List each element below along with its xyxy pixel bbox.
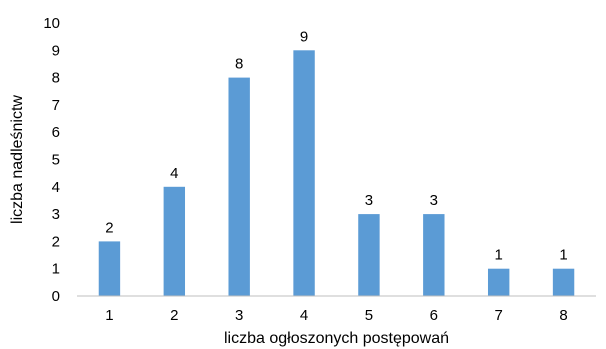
x-tick-label: 2 bbox=[170, 307, 178, 324]
bar-value-label: 2 bbox=[105, 219, 113, 236]
y-tick-label: 1 bbox=[52, 261, 60, 278]
y-tick-label: 2 bbox=[52, 233, 60, 250]
y-tick-label: 10 bbox=[43, 15, 60, 32]
x-axis-ticks: 1 2 3 4 5 6 7 8 bbox=[105, 307, 567, 324]
y-tick-label: 9 bbox=[52, 42, 60, 59]
bar-value-label: 1 bbox=[495, 247, 503, 264]
y-tick-label: 7 bbox=[52, 97, 60, 114]
y-tick-label: 4 bbox=[52, 179, 60, 196]
y-tick-label: 6 bbox=[52, 124, 60, 141]
bar-value-label: 9 bbox=[300, 28, 308, 45]
y-tick-label: 0 bbox=[52, 288, 60, 305]
y-tick-label: 8 bbox=[52, 70, 60, 87]
bar-value-label: 3 bbox=[365, 192, 373, 209]
y-axis-ticks: 0 1 2 3 4 5 6 7 8 9 10 bbox=[43, 15, 60, 305]
bar bbox=[163, 186, 186, 296]
bar-value-label: 8 bbox=[235, 56, 243, 73]
x-tick-label: 7 bbox=[495, 307, 503, 324]
bar bbox=[552, 268, 575, 296]
bar-value-label: 3 bbox=[430, 192, 438, 209]
y-axis-title: liczba nadleśnictw bbox=[9, 95, 26, 224]
x-axis-title: liczba ogłoszonych postępowań bbox=[224, 330, 449, 347]
bar bbox=[358, 214, 380, 296]
bars bbox=[98, 50, 575, 296]
x-tick-label: 4 bbox=[300, 307, 308, 324]
y-tick-label: 3 bbox=[52, 206, 60, 223]
bar-value-label: 4 bbox=[170, 165, 178, 182]
x-tick-label: 3 bbox=[235, 307, 243, 324]
bar-value-label: 1 bbox=[559, 247, 567, 264]
x-tick-label: 8 bbox=[559, 307, 567, 324]
bar bbox=[293, 50, 315, 296]
y-tick-label: 5 bbox=[52, 152, 60, 169]
bar bbox=[98, 241, 121, 296]
bar bbox=[423, 214, 445, 296]
x-tick-label: 6 bbox=[430, 307, 438, 324]
x-tick-label: 5 bbox=[365, 307, 373, 324]
x-tick-label: 1 bbox=[105, 307, 113, 324]
bar bbox=[487, 268, 510, 296]
data-labels: 2 4 8 9 3 3 1 1 bbox=[105, 28, 567, 263]
bar bbox=[228, 77, 250, 296]
